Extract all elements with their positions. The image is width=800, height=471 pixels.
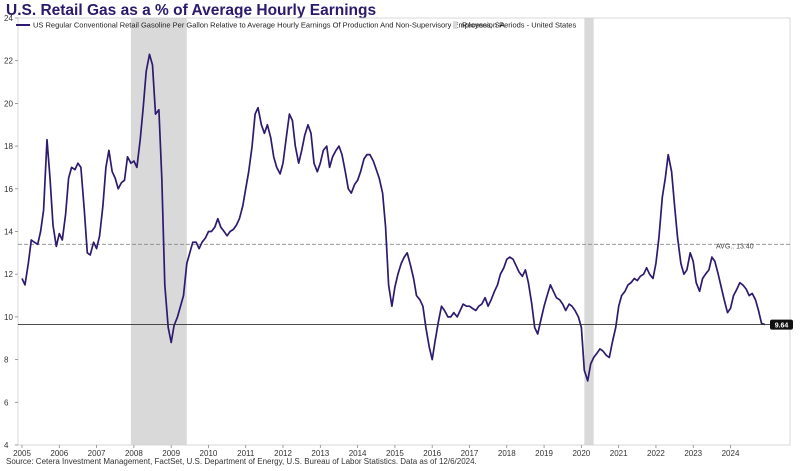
recession-band-1 [130,18,187,445]
x-tick-label-2020: 2020 [572,449,590,458]
x-axis: 2005 2006 2007 2008 2009 2010 2011 2012 2013 2014… [13,445,740,458]
x-tick-label-2009: 2009 [162,449,180,458]
legend-recession-swatch [453,21,457,29]
x-tick-label-2017: 2017 [461,449,479,458]
x-tick-label-2011: 2011 [237,449,255,458]
y-tick-label-12: 12 [4,270,13,279]
y-tick-label-24: 24 [4,14,13,23]
x-tick-label-2016: 2016 [423,449,441,458]
chart-title: U.S. Retail Gas as a % of Average Hourly… [6,2,377,19]
y-tick-label-8: 8 [4,356,9,365]
chart-source-note: Source: Cetera Investment Management, Fa… [6,457,477,466]
x-tick-label-2010: 2010 [200,449,218,458]
x-tick-label-2012: 2012 [274,449,292,458]
y-axis: 4 6 8 10 12 14 16 18 20 22 24 [4,14,18,450]
x-tick-label-2015: 2015 [386,449,404,458]
y-tick-label-10: 10 [4,313,13,322]
average-label: AVG.: 13.40 [716,243,754,250]
x-tick-label-2008: 2008 [125,449,143,458]
legend-recession-label: Recession Periods - United States [462,21,576,30]
y-tick-label-16: 16 [4,185,13,194]
y-tick-label-14: 14 [4,228,13,237]
x-tick-label-2021: 2021 [610,449,628,458]
last-value-label: 9.64 [775,323,789,330]
average-line-group: AVG.: 13.40 [18,243,790,250]
x-tick-label-2023: 2023 [684,449,702,458]
x-tick-label-2018: 2018 [498,449,516,458]
x-tick-label-2005: 2005 [13,449,31,458]
x-tick-label-2014: 2014 [349,449,367,458]
last-value-badge [770,319,793,330]
x-tick-label-2022: 2022 [647,449,665,458]
series-group: 9.64 [18,53,793,382]
y-tick-label-6: 6 [4,398,9,407]
y-tick-label-20: 20 [4,99,13,108]
x-tick-label-2013: 2013 [311,449,329,458]
x-tick-label-2006: 2006 [50,449,68,458]
legend-series-label: US Regular Conventional Retail Gasoline … [33,21,505,30]
x-tick-label-2007: 2007 [88,449,106,458]
recession-bands [130,18,594,445]
recession-band-2 [584,18,594,445]
y-tick-label-4: 4 [4,441,9,450]
legend: US Regular Conventional Retail Gasoline … [16,21,576,30]
x-tick-label-2024: 2024 [722,449,740,458]
x-tick-label-2019: 2019 [535,449,553,458]
y-tick-label-22: 22 [4,57,13,66]
series-line [21,53,766,382]
y-tick-label-18: 18 [4,142,13,151]
